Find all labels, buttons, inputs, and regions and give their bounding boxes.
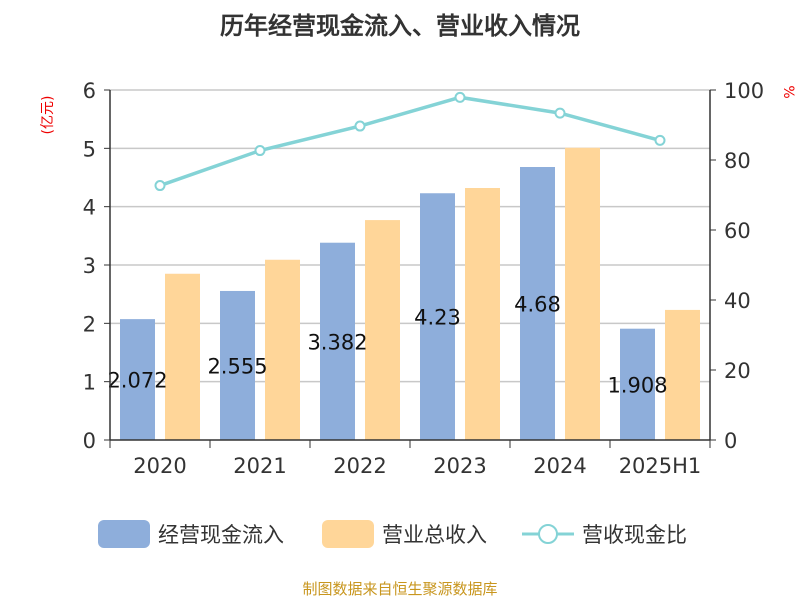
y-axis-label: (亿元) xyxy=(40,96,56,135)
data-label-cash-inflow: 2.072 xyxy=(107,369,167,393)
legend: 经营现金流入 营业总收入 营收现金比 xyxy=(98,520,687,548)
legend-label-cash-inflow: 经营现金流入 xyxy=(158,523,284,547)
x-tick-label: 2021 xyxy=(233,454,286,478)
bar-cash-inflow xyxy=(520,167,555,440)
bar-cash-inflow xyxy=(620,328,655,440)
y2-tick-label: 20 xyxy=(724,359,751,383)
bar-revenue xyxy=(665,309,700,440)
bar-cash-inflow xyxy=(320,242,355,440)
y-tick-label: 3 xyxy=(83,254,96,278)
data-label-cash-inflow: 4.68 xyxy=(514,293,561,317)
bar-cash-inflow xyxy=(120,319,155,440)
legend-label-ratio: 营收现金比 xyxy=(582,523,687,547)
data-label-cash-inflow: 3.382 xyxy=(307,330,367,354)
x-tick-label: 2020 xyxy=(133,454,186,478)
ratio-point xyxy=(354,120,366,132)
ratio-point xyxy=(254,145,266,157)
y-tick-label: 6 xyxy=(83,79,96,103)
legend-swatch-cash-inflow xyxy=(98,520,150,548)
y2-tick-label: 0 xyxy=(724,429,737,453)
y-tick-label: 0 xyxy=(83,429,96,453)
bar-revenue xyxy=(565,147,600,440)
y-tick-label: 5 xyxy=(83,137,96,161)
ratio-point xyxy=(554,107,566,119)
y-tick-label: 1 xyxy=(83,371,96,395)
bar-revenue xyxy=(165,273,200,440)
y2-tick-label: 80 xyxy=(724,149,751,173)
bar-revenue xyxy=(265,259,300,440)
ratio-point xyxy=(454,91,466,103)
y2-axis-label: % xyxy=(780,85,796,98)
bar-cash-inflow xyxy=(220,290,255,440)
y-tick-label: 4 xyxy=(83,196,96,220)
legend-swatch-revenue xyxy=(322,520,374,548)
data-label-cash-inflow: 4.23 xyxy=(414,306,461,330)
y2-tick-label: 40 xyxy=(724,289,751,313)
legend-marker-ratio xyxy=(538,524,558,544)
bar-revenue xyxy=(465,188,500,440)
chart-title: 历年经营现金流入、营业收入情况 xyxy=(220,12,580,40)
data-label-cash-inflow: 1.908 xyxy=(607,373,667,397)
x-tick-label: 2022 xyxy=(333,454,386,478)
bar-revenue xyxy=(365,220,400,440)
ratio-point xyxy=(654,134,666,146)
x-tick-label: 2025H1 xyxy=(619,454,702,478)
y2-tick-label: 60 xyxy=(724,219,751,243)
ratio-line xyxy=(159,95,661,188)
legend-label-revenue: 营业总收入 xyxy=(382,523,487,547)
data-label-cash-inflow: 2.555 xyxy=(207,354,267,378)
y-tick-label: 2 xyxy=(83,312,96,336)
x-tick-label: 2023 xyxy=(433,454,486,478)
ratio-point xyxy=(154,180,166,192)
bar-cash-inflow xyxy=(420,193,455,440)
source-note: 制图数据来自恒生聚源数据库 xyxy=(302,580,497,598)
x-tick-label: 2024 xyxy=(533,454,586,478)
y2-tick-label: 100 xyxy=(724,79,764,103)
